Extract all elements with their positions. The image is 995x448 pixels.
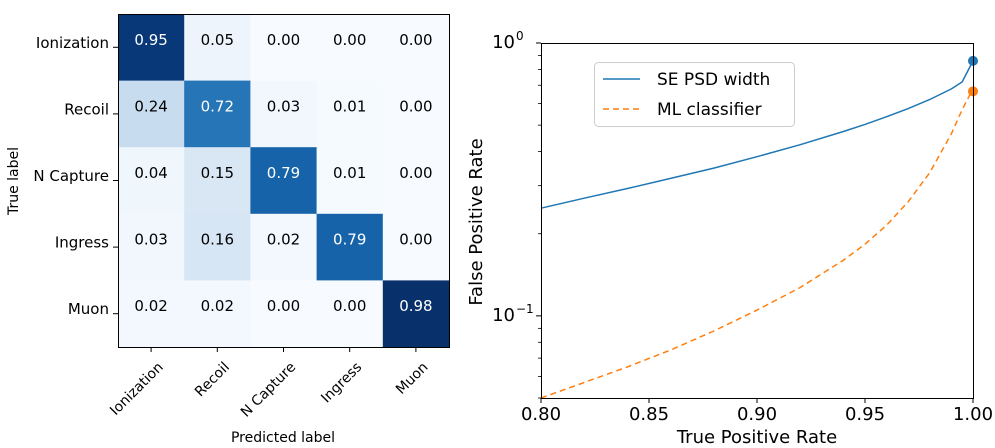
cm-xlabel: Predicted label [231,430,335,446]
cm-cell-ionization-muon [382,14,450,82]
cm-col-labels: Ionization Recoil N Capture Ingress Muon [107,347,432,421]
cm-row-label-recoil: Recoil [64,100,109,118]
roc-lines [540,60,974,399]
legend: SE PSD width ML classifier [594,62,795,127]
cm-col-label-muon: Muon [393,359,431,397]
ytick-label-1: 10 [492,305,515,326]
cm-cell-ionization-ionization [118,14,185,82]
cm-cell-value-ingress-muon: 0.00 [399,231,432,249]
cm-cell-n-capture-n-capture [250,147,318,215]
cm-cell-ingress-muon [382,213,450,281]
legend-label-se-psd-width: SE PSD width [657,70,770,90]
cm-cell-value-recoil-ingress: 0.01 [333,97,366,115]
ytick-exponent-1: −1 [516,302,534,316]
cm-col-label-n-capture: N Capture [238,359,299,420]
cm-cell-ionization-n-capture [250,14,318,82]
cm-cell-value-muon-ingress: 0.00 [333,297,366,315]
cm-cell-recoil-recoil [184,80,251,148]
cm-ylabel: True label [6,147,22,216]
cm-cell-value-ingress-ingress: 0.79 [333,231,366,249]
cm-cell-value-n-capture-ingress: 0.01 [333,164,366,182]
cm-cell-muon-n-capture [250,280,318,348]
cm-cell-value-n-capture-muon: 0.00 [399,164,432,182]
cm-cell-ingress-ionization [118,213,185,281]
xtick-label-0-80: 0.80 [521,404,561,425]
cm-cell-value-muon-n-capture: 0.00 [267,297,300,315]
cm-cell-value-n-capture-ionization: 0.04 [134,164,167,182]
cm-col-label-recoil: Recoil [192,359,233,400]
ytick-exponent-0: 0 [516,29,524,43]
cm-cell-recoil-muon [382,80,450,148]
cm-row-label-ionization: Ionization [36,34,109,52]
cm-cell-value-muon-muon: 0.98 [399,297,432,315]
cm-cell-ingress-recoil [184,213,251,281]
cm-cell-muon-muon [382,280,450,348]
confusion-matrix: 0.95 0.05 0.00 0.00 0.00 0.24 0.72 0.03 0.01 0.00… [6,14,450,446]
cm-cell-n-capture-ionization [118,147,185,215]
cm-cell-value-ionization-n-capture: 0.00 [267,31,300,49]
cm-cell-n-capture-muon [382,147,450,215]
cm-cell-value-ionization-ionization: 0.95 [134,31,167,49]
cm-row-label-muon: Muon [68,300,109,318]
cm-row-labels: Ionization Recoil N Capture Ingress Muon [33,34,118,318]
cm-cell-muon-recoil [184,280,251,348]
cm-cell-ingress-ingress [316,213,384,281]
cm-cell-value-muon-ionization: 0.02 [134,297,167,315]
cm-cell-value-recoil-ionization: 0.24 [134,97,167,115]
roc-ylabel: False Positive Rate [466,138,487,305]
series-line-ml-classifier [540,88,974,399]
cm-cell-value-recoil-n-capture: 0.03 [267,97,300,115]
cm-cell-value-ingress-ionization: 0.03 [134,231,167,249]
ytick-label-0: 10 [492,32,515,53]
cm-cell-value-recoil-muon: 0.00 [399,97,432,115]
cm-cell-recoil-ionization [118,80,185,148]
cm-cell-value-ionization-ingress: 0.00 [333,31,366,49]
legend-box [594,62,795,127]
cm-col-label-ingress: Ingress [318,359,365,406]
cm-cell-muon-ingress [316,280,384,348]
roc-xticks: 0.80 0.85 0.90 0.95 1.00 [521,398,993,425]
legend-label-ml-classifier: ML classifier [657,100,762,120]
cm-cell-value-recoil-recoil: 0.72 [201,97,234,115]
cm-cell-value-ionization-muon: 0.00 [399,31,432,49]
roc-xlabel: True Positive Rate [676,427,837,448]
cm-cell-recoil-n-capture [250,80,318,148]
cm-cell-ingress-n-capture [250,213,318,281]
xtick-label-0-90: 0.90 [737,404,777,425]
cm-cell-muon-ionization [118,280,185,348]
xtick-label-0-85: 0.85 [629,404,669,425]
cm-cell-value-ingress-recoil: 0.16 [201,231,234,249]
cm-col-label-ionization: Ionization [107,359,167,419]
cm-cell-n-capture-ingress [316,147,384,215]
series-line-se-psd-width [540,60,974,209]
cm-cell-value-n-capture-recoil: 0.15 [201,164,234,182]
cm-cell-ionization-ingress [316,14,384,82]
cm-cells: 0.95 0.05 0.00 0.00 0.00 0.24 0.72 0.03 0.01 0.00… [118,14,450,348]
cm-row-label-ingress: Ingress [55,234,109,252]
cm-row-label-n-capture: N Capture [33,167,109,185]
cm-cell-value-ionization-recoil: 0.05 [201,31,234,49]
xtick-label-1-00: 1.00 [953,404,993,425]
cm-cell-value-muon-recoil: 0.02 [201,297,234,315]
xtick-label-0-95: 0.95 [845,404,885,425]
cm-cell-ionization-recoil [184,14,251,82]
cm-cell-value-n-capture-n-capture: 0.79 [267,164,300,182]
cm-cell-recoil-ingress [316,80,384,148]
cm-cell-n-capture-recoil [184,147,251,215]
cm-cell-value-ingress-n-capture: 0.02 [267,231,300,249]
